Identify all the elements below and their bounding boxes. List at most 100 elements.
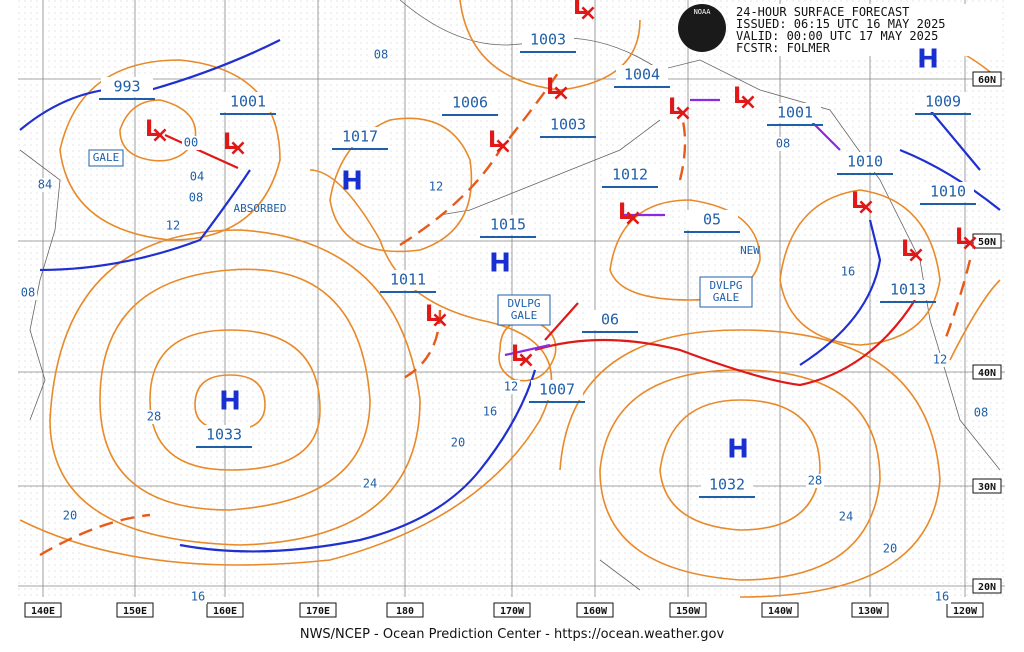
isobar-label: 04 [190, 170, 204, 184]
developing-label: GALE [713, 291, 740, 304]
low-center: L [546, 75, 560, 100]
isobar-label-bg [19, 286, 37, 300]
low-cross: × [857, 195, 875, 220]
isobar-label: 12 [166, 219, 180, 233]
pressure-bg [542, 115, 594, 135]
isobar-label-bg [774, 137, 792, 151]
longitude-box [576, 602, 614, 618]
pressure-bg [198, 425, 250, 445]
isobar-label-bg [839, 265, 857, 279]
longitude-box [299, 602, 337, 618]
pressure-bg [686, 210, 738, 230]
low-cross: × [674, 101, 692, 126]
new-label: NEW [740, 244, 760, 257]
low-center: L [488, 128, 502, 153]
isobar-label: 28 [147, 410, 161, 424]
pressure-bg [604, 165, 656, 185]
latitude-label: 50N [978, 237, 996, 248]
longitude-label: 130W [858, 606, 883, 617]
low-cross: × [229, 136, 247, 161]
longitude-box [669, 602, 707, 618]
isobar-label-bg [972, 406, 990, 420]
latitude-box [972, 364, 1002, 380]
fronts [19, 39, 1001, 553]
isobar-label-bg [427, 180, 445, 194]
latitude-label: 20N [978, 582, 996, 593]
pressure-label: 1003 [530, 31, 566, 49]
isobar-label: 08 [374, 48, 388, 62]
isobar-label-bg [933, 590, 951, 604]
pressure-label: 1032 [709, 476, 745, 494]
low-center: L [425, 302, 439, 327]
footer: NWS/NCEP - Ocean Prediction Center - htt… [300, 627, 725, 642]
developing-label: DVLPG [507, 297, 540, 310]
longitude-label: 170W [500, 606, 525, 617]
isobar-label: 84 [38, 178, 52, 192]
pressure-bg [882, 280, 934, 300]
isobar-label: 12 [933, 353, 947, 367]
pressure-label: 1001 [777, 104, 813, 122]
developing-box [699, 276, 753, 308]
isobar-label-bg [187, 191, 205, 205]
longitude-label: 150E [123, 606, 147, 617]
high-center: H [489, 249, 511, 279]
isobar-label-bg [164, 219, 182, 233]
high-center: H [341, 167, 363, 197]
pressure-bg [101, 77, 153, 97]
developing-box [497, 294, 551, 326]
isobar-label-bg [881, 542, 899, 556]
isobar-label-bg [372, 48, 390, 62]
isobar-label: 00 [184, 136, 198, 150]
isobar-label: 24 [363, 477, 377, 491]
isobar-label-bg [502, 380, 520, 394]
isobar-label-bg [449, 436, 467, 450]
isobar-label: 08 [189, 191, 203, 205]
pressure-bg [701, 475, 753, 495]
pressure-bg [769, 103, 821, 123]
longitude-box [851, 602, 889, 618]
high-center: H [727, 435, 749, 465]
developing-label: GALE [511, 309, 538, 322]
longitude-label: 150W [676, 606, 701, 617]
low-center: L [733, 84, 747, 109]
longitude-label: 170E [306, 606, 330, 617]
pressure-bg [382, 270, 434, 290]
longitude-label: 140W [768, 606, 793, 617]
low-center: L [145, 117, 159, 142]
pressure-label: 1033 [206, 426, 242, 444]
troughs [39, 69, 972, 557]
low-cross: × [517, 348, 535, 373]
absorbed-label: ABSORBED [234, 202, 287, 215]
isobar-label: 16 [191, 590, 205, 604]
low-cross: × [961, 231, 979, 256]
longitude-label: 160W [583, 606, 608, 617]
longitude-box [206, 602, 244, 618]
pressure-label: 1010 [847, 153, 883, 171]
pressure-label: 1007 [539, 381, 575, 399]
low-center: L [223, 130, 237, 155]
low-center: L [573, 0, 587, 20]
developing-label: DVLPG [709, 279, 742, 292]
pressure-bg [444, 93, 496, 113]
isobar-label-bg [361, 477, 379, 491]
pressure-bg [917, 92, 969, 112]
latitude-box [972, 71, 1002, 87]
isobar-label-bg [36, 178, 54, 192]
isobar-label: 16 [841, 265, 855, 279]
pressure-label: 1012 [612, 166, 648, 184]
isobar-label: 16 [483, 405, 497, 419]
pressure-bg [482, 215, 534, 235]
latitude-label: 40N [978, 368, 996, 379]
low-center: L [901, 237, 915, 262]
isobar-label: 08 [776, 137, 790, 151]
latitude-box [972, 578, 1002, 594]
isobar-label-bg [837, 510, 855, 524]
high-center: H [917, 45, 939, 75]
longitude-box [386, 602, 424, 618]
low-center: L [851, 189, 865, 214]
isobar-label-bg [189, 590, 207, 604]
longitude-label: 140E [31, 606, 55, 617]
isobar-label-bg [806, 474, 824, 488]
